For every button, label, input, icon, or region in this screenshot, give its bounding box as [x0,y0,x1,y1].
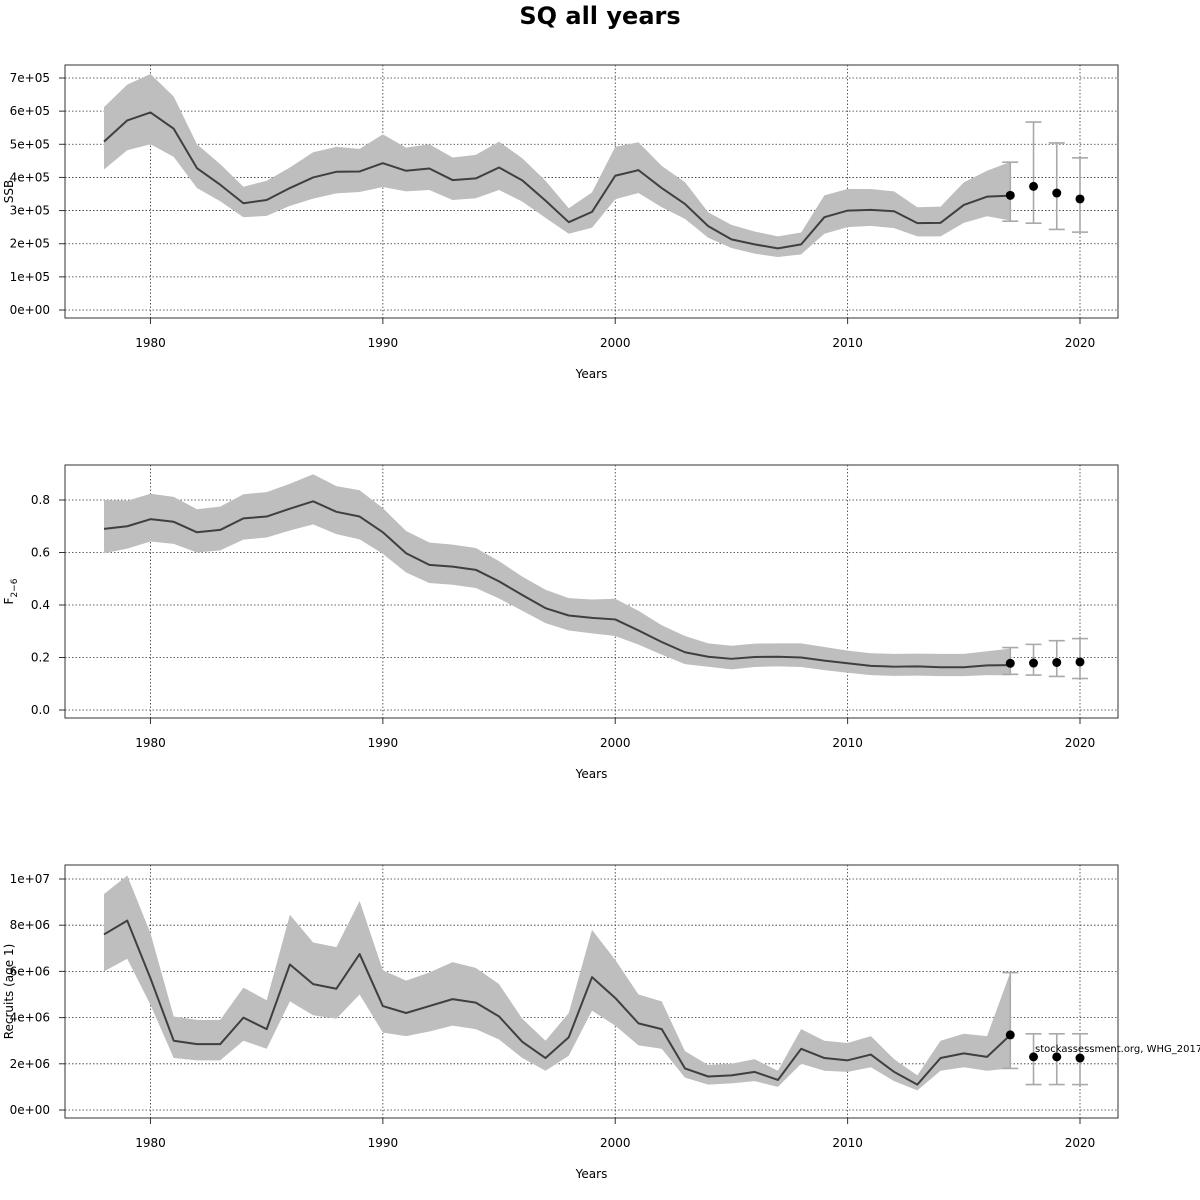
forecast-errorbar [1002,971,1019,1070]
x-tick-label: 1990 [368,336,399,350]
forecast-errorbar [1025,121,1042,224]
x-tick-label: 2000 [600,1136,631,1150]
y-axis-label: Recruits (age 1) [2,944,16,1040]
estimate-line [103,919,1011,1086]
confidence-band [104,474,1011,677]
x-tick-label: 1980 [135,1136,166,1150]
panel-fbar: 1980 1990 2000 2010 2020 0.0 0.2 0.4 0.6 0.8 Years… [2,464,1119,781]
forecast-point [1005,1030,1015,1040]
forecast-point [1005,658,1015,668]
x-tick-label: 1980 [135,336,166,350]
y-tick-label: 0e+00 [10,303,50,317]
y-axis-label: F2−6 [2,578,20,604]
y-tick-label: 6e+06 [10,964,50,978]
y-axis-label: SSB [2,180,16,203]
x-tick-label: 1990 [368,736,399,750]
x-tick-label: 2010 [832,336,863,350]
x-tick-label: 2000 [600,336,631,350]
x-axis-label: Years [575,767,608,781]
forecast-point [1005,190,1015,200]
y-tick-label: 6e+05 [10,104,50,118]
forecast-point [1052,657,1062,667]
y-axis-label-subscript: 2−6 [10,578,20,597]
y-tick-label: 1e+07 [10,872,50,886]
forecast-point [1029,1052,1039,1062]
source-note: stockassessment.org, WHG_2017 [1035,1044,1200,1055]
x-tick-label: 2000 [600,736,631,750]
x-axis-label: Years [575,367,608,381]
plot-frame [64,64,1119,319]
y-tick-label: 0.2 [31,651,50,665]
plot-frame [64,464,1119,719]
forecast-point [1052,188,1062,198]
estimate-line [103,500,1011,669]
y-tick-label: 5e+05 [10,137,50,151]
y-tick-label: 2e+06 [10,1057,50,1071]
x-tick-label: 2010 [832,736,863,750]
y-tick-label: 1e+05 [10,270,50,284]
forecast-point [1029,181,1039,191]
forecast-point [1052,1052,1062,1062]
y-tick-label: 2e+05 [10,237,50,251]
y-tick-label: 7e+05 [10,71,50,85]
y-tick-label: 8e+06 [10,918,50,932]
y-tick-label: 0.8 [31,493,50,507]
y-tick-label: 0.0 [31,703,50,717]
plot-frame [64,864,1119,1119]
x-tick-label: 1980 [135,736,166,750]
forecast-point [1075,657,1085,667]
x-tick-label: 2020 [1065,336,1096,350]
forecast-point [1029,658,1039,668]
panels: 1980 1990 2000 2010 2020 0e+00 1e+05 2e+05 3e+05… [2,64,1200,1181]
y-tick-label: 4e+05 [10,170,50,184]
x-axis-label: Years [575,1167,608,1181]
x-tick-label: 2020 [1065,736,1096,750]
x-tick-label: 2010 [832,1136,863,1150]
panel-recruits: 1980 1990 2000 2010 2020 0e+00 2e+06 4e+06 6e+06… [2,864,1200,1181]
x-tick-label: 1990 [368,1136,399,1150]
x-tick-label: 2020 [1065,1136,1096,1150]
y-tick-label: 3e+05 [10,204,50,218]
y-tick-label: 0.6 [31,546,50,560]
y-tick-label: 0.4 [31,598,50,612]
forecast-point [1075,194,1085,204]
figure-title: SQ all years [519,2,680,30]
estimate-line [103,111,1011,250]
y-tick-label: 4e+06 [10,1011,50,1025]
forecast-errorbar [1048,142,1065,231]
panel-ssb: 1980 1990 2000 2010 2020 0e+00 1e+05 2e+05 3e+05… [2,64,1119,381]
confidence-band [104,74,1011,257]
y-tick-label: 0e+00 [10,1103,50,1117]
forecast-point [1075,1053,1085,1063]
